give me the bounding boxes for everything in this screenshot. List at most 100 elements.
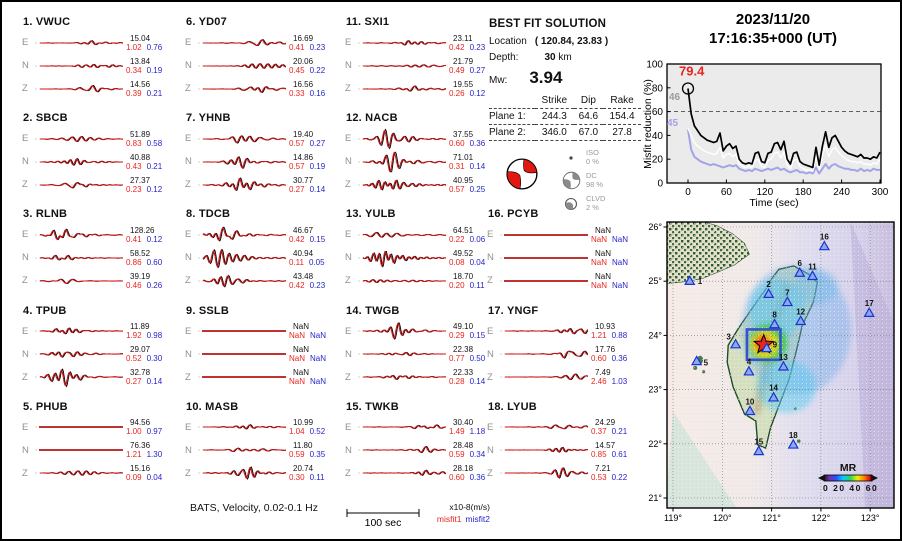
peak-amplitude: 22.33 — [453, 368, 474, 378]
misfit1-value: 1.00 — [126, 427, 142, 437]
peak-amplitude: 51.89 — [130, 129, 151, 139]
channel-row-Z: Z 7.21 0.53 0.22 — [485, 462, 647, 485]
channel-label: E — [345, 229, 352, 241]
peak-amplitude: 58.52 — [130, 248, 151, 258]
misfit1-value: 0.86 — [126, 257, 142, 267]
misfit1-value: 0.39 — [126, 88, 142, 98]
waveform-trace — [358, 151, 446, 173]
clvd-icon — [564, 197, 578, 210]
waveform-trace — [198, 85, 286, 93]
station-triangle-icon — [768, 318, 781, 329]
waveform-trace — [198, 376, 286, 378]
station-block-NACB: 12. NACB E 37.55 0.60 0.36 N 71.01 0.31 0.14 Z 40.… — [343, 112, 505, 207]
waveform-trace — [358, 179, 446, 191]
misfit1-value: 0.27 — [289, 184, 305, 194]
depth-row: Depth: 30 km — [489, 52, 647, 63]
channel-row-N: N 28.48 0.59 0.34 — [343, 439, 505, 462]
channel-row-Z: Z 15.16 0.09 0.04 — [20, 462, 182, 485]
clvd-label: CLVD — [586, 194, 606, 203]
channel-row-Z: Z 16.56 0.33 0.16 — [183, 77, 345, 100]
event-time: 17:16:35+000 (UT) — [709, 30, 837, 47]
iso-pct: 0 % — [586, 156, 599, 166]
misfit1-value: 0.29 — [449, 331, 465, 341]
peak-amplitude: 49.10 — [453, 322, 474, 332]
channel-row-E: E 15.04 1.02 0.76 — [20, 31, 182, 54]
waveform-trace — [35, 327, 123, 335]
trace-values: 39.19 0.46 0.26 — [123, 272, 182, 290]
station-triangle-icon — [781, 296, 794, 307]
channel-label: E — [22, 133, 29, 145]
misfit2-value: 0.60 — [146, 257, 163, 267]
peak-amplitude: 11.89 — [130, 322, 150, 332]
trace-values: 15.04 1.02 0.76 — [123, 34, 182, 52]
misfit1-value: 1.04 — [289, 427, 305, 437]
station-number: 10 — [745, 397, 754, 406]
svg-text:240: 240 — [833, 187, 850, 198]
waveform-trace — [358, 279, 446, 283]
channel-row-Z: Z 19.55 0.26 0.12 — [343, 77, 505, 100]
station-header: 4. TPUB — [23, 304, 67, 317]
misfit-reduction-plot: 0 60 120 180 240 300 0 20 40 60 80 100 79.4 46 45 Misfi… — [642, 60, 889, 210]
waveform-trace — [198, 274, 286, 288]
waveform-trace — [358, 352, 446, 357]
waveform-trace — [358, 63, 446, 68]
misfit1-value: 0.41 — [126, 234, 142, 244]
misfit2-value: 0.04 — [146, 473, 163, 483]
misfit2-value: 0.06 — [469, 234, 486, 244]
peak-amplitude: 43.48 — [293, 271, 314, 281]
nodal-plane-table: Strike Dip Rake Plane 1: 244.3 64.6 154.… — [489, 93, 641, 141]
misfit2-value: 0.26 — [146, 280, 163, 290]
station-block-SXI1: 11. SXI1 E 23.11 0.42 0.23 N 21.79 0.49 0.27 Z 19.… — [343, 16, 505, 111]
waveform-trace — [500, 447, 588, 454]
svg-text:0: 0 — [685, 187, 691, 198]
channel-row-E: E 16.69 0.41 0.23 — [183, 31, 345, 54]
lat-tick-label: 22° — [648, 439, 662, 449]
trace-values: 14.56 0.39 0.21 — [123, 80, 182, 98]
channel-label: E — [487, 421, 494, 433]
peak-amplitude: 46.67 — [293, 225, 314, 235]
peak-amplitude: 18.70 — [453, 271, 474, 281]
station-triangle-icon — [767, 391, 780, 402]
waveform-trace — [35, 39, 123, 45]
misfit1-value: 0.30 — [289, 473, 305, 483]
misfit1-value: 0.23 — [126, 184, 142, 194]
peak-amplitude: 7.21 — [595, 464, 611, 474]
svg-text:Misfit reduction (%): Misfit reduction (%) — [642, 79, 654, 169]
trace-values: 128.26 0.41 0.12 — [123, 226, 182, 244]
lat-tick-label: 23° — [648, 385, 662, 395]
channel-row-N: N NaN NaN NaN — [485, 246, 647, 269]
misfit1-value: 0.60 — [591, 354, 607, 364]
waveform-trace — [35, 135, 123, 142]
channel-label: E — [22, 229, 29, 241]
trace-values: 30.77 0.27 0.14 — [286, 176, 345, 194]
waveform-trace — [358, 322, 446, 341]
misfit1-value: 1.02 — [126, 42, 142, 52]
station-number: 13 — [779, 353, 788, 362]
peak-amplitude: NaN — [293, 322, 310, 332]
trace-values: 64.51 0.22 0.06 — [446, 226, 505, 244]
misfit1-value: 0.49 — [449, 65, 465, 75]
station-block-YHNB: 7. YHNB E 19.40 0.57 0.27 N 14.86 0.57 0.19 Z 30.7… — [183, 112, 345, 207]
station-block-TWKB: 15. TWKB E 30.40 1.49 1.18 N 28.48 0.59 0.34 Z 28.… — [343, 401, 505, 496]
station-header: 13. YULB — [346, 208, 396, 221]
misfit2-value: 0.97 — [146, 427, 163, 437]
waveform-trace — [35, 181, 123, 189]
trace-values: 94.56 1.00 0.97 — [123, 418, 182, 436]
misfit2-value: 0.61 — [611, 450, 628, 460]
channel-label: Z — [185, 179, 191, 191]
station-block-SBCB: 2. SBCB E 51.89 0.83 0.58 N 40.88 0.43 0.21 Z 27.3… — [20, 112, 182, 207]
channel-row-E: E 30.40 1.49 1.18 — [343, 416, 505, 439]
station-block-SSLB: 9. SSLB E NaN NaN NaN N NaN NaN NaN Z NaN NaN NaN — [183, 305, 345, 400]
channel-label: N — [345, 444, 352, 456]
channel-label: E — [487, 229, 494, 241]
waveform-trace — [358, 424, 446, 430]
trace-values: 37.55 0.60 0.36 — [446, 130, 505, 148]
trace-values: 49.52 0.08 0.04 — [446, 249, 505, 267]
peak-amplitude: 10.93 — [595, 322, 616, 332]
svg-text:180: 180 — [795, 187, 812, 198]
trace-values: 76.36 1.21 1.30 — [123, 441, 182, 459]
station-triangle-icon — [795, 315, 807, 326]
trace-values: 7.21 0.53 0.22 — [588, 464, 647, 482]
